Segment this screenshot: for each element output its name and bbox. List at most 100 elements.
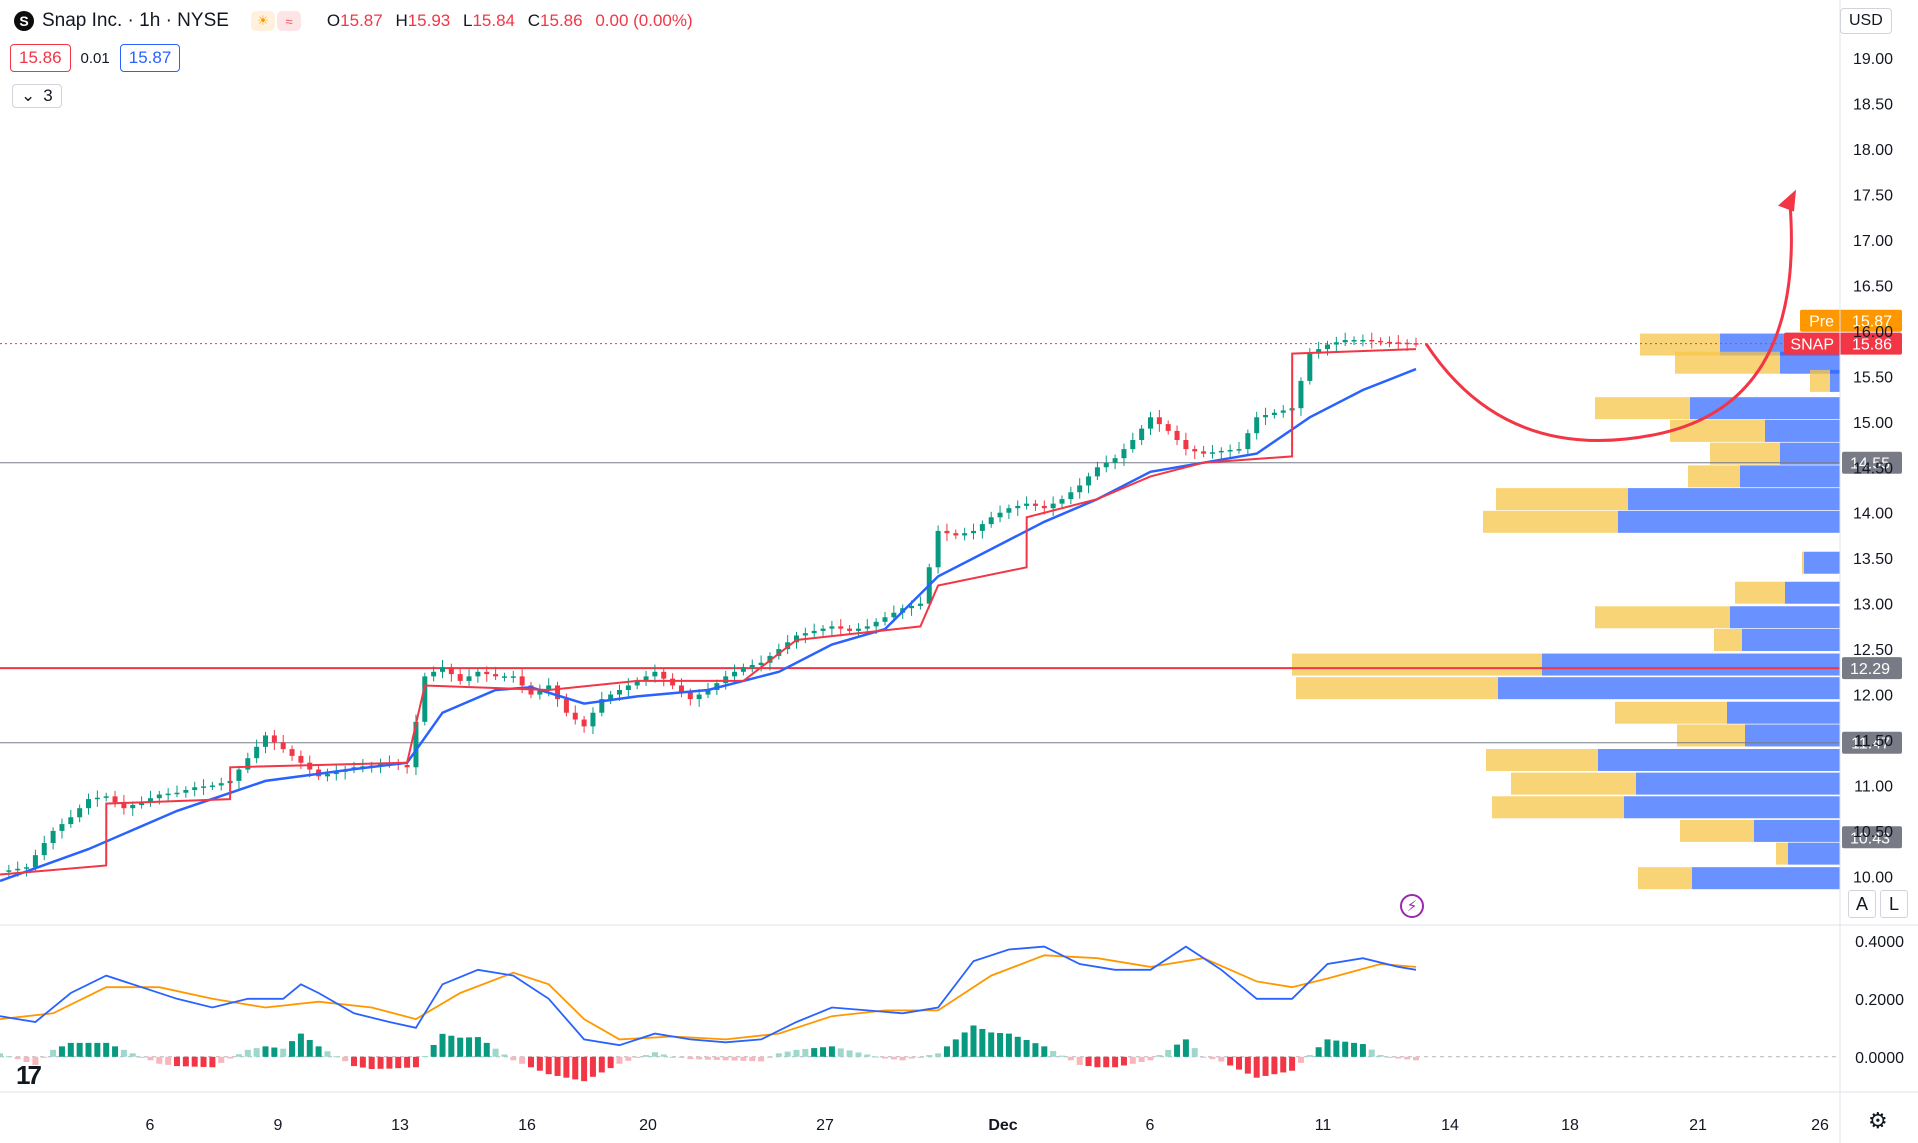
candle-body [1360, 340, 1366, 342]
candle-body [280, 742, 286, 750]
candle-body [457, 674, 463, 681]
x-tick-label: 6 [146, 1117, 155, 1134]
macd-histogram-bar [846, 1050, 853, 1057]
projection-arrow [1424, 189, 1796, 442]
candle-body [510, 676, 516, 678]
chevron-down-icon: ⌄ [21, 86, 36, 105]
candle-body [1280, 410, 1286, 413]
candle-body [1103, 462, 1109, 468]
candle-body [563, 699, 569, 713]
macd-histogram-bar [0, 1053, 3, 1057]
y-tick-label: 11.50 [1854, 733, 1893, 750]
symbol-title-row[interactable]: S Snap Inc. · 1h · NYSE ☀ ≈ O15.87 H15.9… [14, 10, 701, 32]
candle-body [448, 667, 454, 675]
candle-body [1307, 353, 1313, 381]
macd-histogram-bar [1050, 1051, 1057, 1057]
macd-histogram-bar [368, 1056, 375, 1069]
currency-selector[interactable]: USD [1840, 8, 1892, 34]
candle-body [1192, 449, 1198, 452]
macd-histogram-bar [536, 1056, 543, 1071]
candle-body [1404, 342, 1410, 345]
x-tick-label: 27 [816, 1117, 834, 1134]
candle-body [1342, 340, 1348, 343]
macd-histogram-bar [917, 1056, 924, 1058]
macd-histogram-bar [687, 1056, 694, 1060]
macd-histogram-bar [1289, 1056, 1296, 1071]
candle-body [50, 830, 56, 844]
candle-body [971, 530, 976, 534]
candle-body [484, 671, 490, 675]
candle-body [1139, 428, 1145, 440]
auto-scale-button[interactable]: A [1848, 890, 1876, 918]
level-price-text: 12.29 [1850, 661, 1890, 678]
macd-histogram-bar [200, 1056, 207, 1067]
x-tick-label: 11 [1315, 1117, 1332, 1134]
macd-histogram-bar [598, 1056, 605, 1073]
volume-profile-up-bar [1675, 351, 1780, 374]
y-tick-label: 16.00 [1853, 324, 1893, 341]
candle-body [475, 671, 481, 677]
settings-gear-icon[interactable]: ⚙ [1868, 1108, 1888, 1133]
candle-body [1378, 340, 1384, 343]
candle-body [245, 758, 251, 770]
macd-histogram-bar [386, 1056, 393, 1069]
candle-body [1369, 340, 1375, 342]
macd-histogram-bar [359, 1056, 366, 1068]
buy-price-button[interactable]: 15.87 [119, 44, 181, 72]
candle-body [298, 755, 304, 763]
macd-histogram-bar [749, 1056, 756, 1062]
tradingview-logo-icon[interactable]: 17 [16, 1060, 42, 1090]
spread-value: 0.01 [80, 49, 110, 67]
indicators-toggle[interactable]: ⌄ 3 [12, 84, 62, 108]
y-tick-label: 16.50 [1853, 278, 1893, 295]
candle-body [546, 685, 552, 690]
macd-histogram-bar [342, 1056, 349, 1062]
volume-profile-up-bar [1595, 397, 1690, 420]
candle-body [608, 694, 614, 700]
candle-body [1413, 343, 1419, 345]
events-flash-icon[interactable]: ⚡ [1400, 894, 1424, 918]
macd-histogram-bar [979, 1028, 986, 1057]
log-scale-button[interactable]: L [1880, 890, 1908, 918]
candle-body [1271, 412, 1277, 415]
wave-icon: ≈ [276, 11, 301, 31]
macd-histogram-bar [758, 1056, 765, 1062]
snap-logo-icon: S [14, 11, 34, 31]
moving-averages [0, 348, 1417, 883]
candle-body [758, 662, 764, 665]
candle-body [271, 735, 277, 743]
market-status[interactable]: ☀ ≈ [250, 11, 301, 31]
macd-histogram-bar [1005, 1033, 1012, 1057]
macd-histogram-bar [1324, 1039, 1331, 1057]
macd-histogram-bar [120, 1049, 127, 1057]
macd-histogram-bar [1351, 1042, 1358, 1057]
macd-histogram-bar [85, 1042, 92, 1057]
candle-body [1050, 503, 1056, 509]
macd-histogram-bar [952, 1039, 959, 1057]
y-tick-label: 12.00 [1853, 688, 1893, 705]
macd-histogram-bar [58, 1046, 65, 1057]
candle-body [1209, 452, 1215, 454]
volume-profile-down-bar [1690, 397, 1840, 420]
candle-body [77, 808, 83, 818]
macd-histogram-bar [988, 1032, 995, 1057]
macd-histogram-bar [1306, 1055, 1313, 1057]
volume-profile-down-bar [1742, 629, 1840, 651]
candle-body [440, 667, 445, 672]
symbol-title[interactable]: Snap Inc. · 1h · NYSE [42, 10, 229, 31]
candle-body [864, 626, 870, 629]
candle-body [838, 626, 844, 629]
candle-body [254, 746, 260, 759]
volume-profile-down-bar [1745, 724, 1840, 747]
volume-profile-down-bar [1754, 819, 1840, 842]
macd-histogram-bar [483, 1042, 490, 1057]
y-tick-label: 18.00 [1853, 142, 1893, 159]
macd-line [0, 945, 1417, 1047]
macd-histogram-bar [589, 1056, 596, 1077]
macd-histogram-bar [545, 1056, 552, 1075]
candle-body [705, 690, 711, 695]
macd-histogram-bar [1359, 1044, 1366, 1057]
macd-histogram-bar [377, 1056, 384, 1069]
sell-price-button[interactable]: 15.86 [10, 44, 71, 72]
